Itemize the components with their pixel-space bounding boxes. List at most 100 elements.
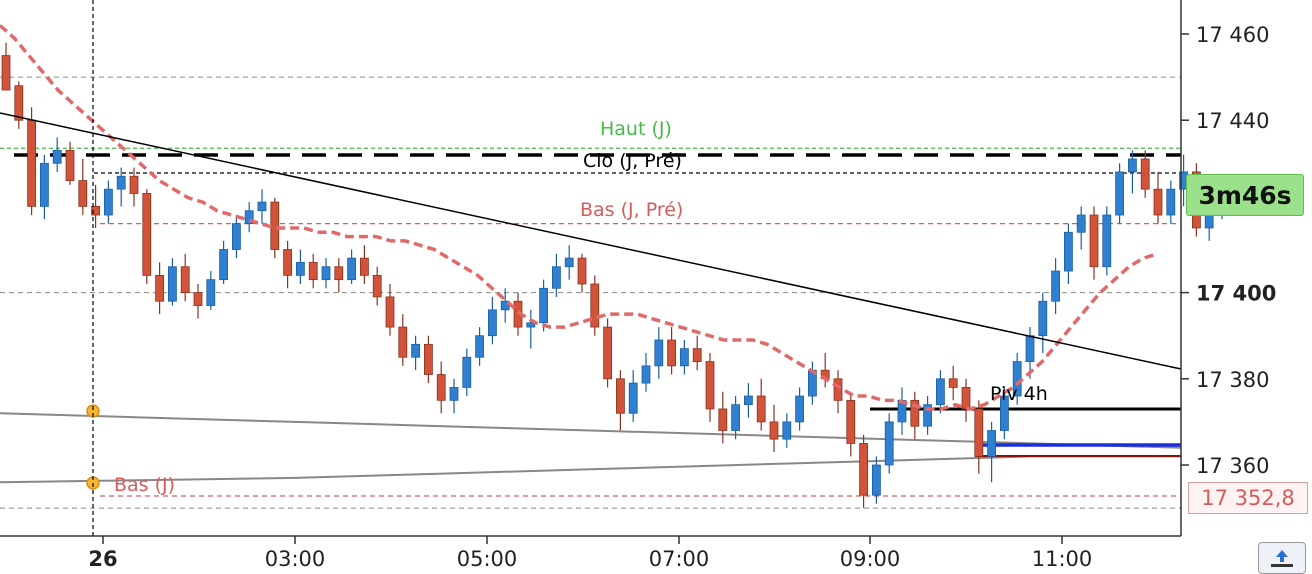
candle-body bbox=[680, 348, 689, 367]
candle-body bbox=[1140, 158, 1150, 190]
candle-body bbox=[756, 395, 766, 423]
candle-body bbox=[244, 210, 254, 225]
current-price-tag: 17 352,8 bbox=[1188, 482, 1308, 514]
candle-body bbox=[295, 262, 305, 276]
candle-body bbox=[14, 85, 24, 121]
candle-body bbox=[27, 119, 37, 207]
time-tick-label: 05:00 bbox=[457, 547, 518, 571]
upper-curve bbox=[0, 412, 1182, 449]
price-tick-label: 17 380 bbox=[1196, 368, 1269, 392]
candle-body bbox=[846, 399, 856, 444]
candle-body bbox=[1115, 171, 1124, 216]
candle-body bbox=[667, 339, 676, 367]
candle-body bbox=[180, 266, 190, 293]
candle-body bbox=[231, 223, 241, 250]
candle-body bbox=[65, 149, 75, 181]
candle-body bbox=[475, 335, 485, 358]
trendline bbox=[0, 112, 1182, 370]
candle-body bbox=[436, 374, 446, 401]
candle-body bbox=[423, 343, 433, 375]
candle-body bbox=[910, 399, 920, 427]
candle-body bbox=[923, 404, 932, 427]
candle-body bbox=[936, 378, 945, 406]
candle-body bbox=[718, 408, 728, 431]
price-axis[interactable]: 17 460 17 440 17 400 17 380 17 360 bbox=[1181, 23, 1276, 478]
price-tick-label: 17 400 bbox=[1196, 282, 1276, 306]
candle-body bbox=[1128, 158, 1137, 173]
candle-body bbox=[308, 262, 318, 281]
candle-body bbox=[577, 257, 587, 285]
candle-body bbox=[1076, 214, 1086, 233]
price-tick-label: 17 460 bbox=[1196, 23, 1269, 47]
candle-body bbox=[833, 378, 843, 401]
level-lines bbox=[0, 147, 1181, 497]
candle-body bbox=[411, 343, 421, 358]
candle-body bbox=[78, 180, 88, 207]
scroll-to-latest-icon bbox=[1271, 550, 1293, 567]
candle-body bbox=[872, 464, 881, 496]
descending-trendline bbox=[0, 112, 1182, 370]
candle-body bbox=[1025, 335, 1035, 362]
level-label-clo: Clo (J, Pré) bbox=[583, 150, 682, 172]
price-tick-label: 17 360 bbox=[1196, 454, 1269, 478]
time-tick-label: 09:00 bbox=[840, 547, 901, 571]
candle-body bbox=[1102, 214, 1112, 268]
candle-body bbox=[654, 339, 664, 367]
level-label-pivot: Piv 4h bbox=[990, 383, 1048, 405]
candle-body bbox=[385, 296, 395, 328]
level-label-bas-pre: Bas (J, Pré) bbox=[580, 199, 683, 221]
current-price-text: 17 352,8 bbox=[1201, 486, 1295, 510]
candle-body bbox=[347, 257, 357, 281]
candle-body bbox=[270, 201, 280, 250]
candle-body bbox=[1089, 214, 1099, 268]
candle-body bbox=[795, 395, 804, 423]
candle-body bbox=[129, 175, 139, 194]
candle-body bbox=[321, 266, 331, 281]
candle-body bbox=[398, 326, 408, 358]
candle-body bbox=[744, 395, 753, 406]
candle-body bbox=[104, 188, 113, 216]
candle-body bbox=[948, 378, 958, 388]
candle-body bbox=[692, 348, 702, 362]
candle-body bbox=[1153, 188, 1163, 216]
candle-body bbox=[628, 382, 638, 414]
candle-body bbox=[1, 55, 11, 91]
candle-body bbox=[167, 266, 177, 302]
moving-average-line bbox=[0, 24, 1159, 411]
candle-body bbox=[961, 387, 971, 410]
candle-body bbox=[603, 326, 612, 380]
candle-body bbox=[539, 287, 548, 324]
candle-body bbox=[974, 408, 984, 457]
candle-body bbox=[40, 162, 49, 207]
time-tick-label: 26 bbox=[88, 547, 117, 571]
time-tick-label: 07:00 bbox=[649, 547, 710, 571]
price-tick-label: 17 440 bbox=[1196, 109, 1269, 133]
candle-body bbox=[283, 249, 293, 276]
candle-body bbox=[769, 421, 779, 440]
candle-body bbox=[641, 365, 651, 384]
grid-lines bbox=[0, 76, 1181, 509]
candle-body bbox=[487, 309, 497, 337]
candle-body bbox=[462, 356, 472, 388]
candle-body bbox=[616, 378, 625, 414]
scroll-to-latest-button[interactable] bbox=[1258, 542, 1306, 574]
time-axis[interactable]: 26 03:00 05:00 07:00 09:00 11:00 bbox=[88, 536, 1092, 571]
candle-body bbox=[1000, 395, 1009, 431]
level-label-bas: Bas (J) bbox=[114, 474, 175, 496]
candle-body bbox=[552, 266, 561, 289]
level-label-haut: Haut (J) bbox=[600, 118, 672, 140]
moving-average bbox=[0, 24, 1159, 411]
candle-body bbox=[731, 404, 740, 431]
candle-body bbox=[1064, 231, 1073, 272]
candle-body bbox=[449, 387, 459, 401]
candle-body bbox=[564, 257, 574, 268]
candle-body bbox=[359, 257, 369, 276]
candle-body bbox=[526, 322, 536, 328]
lower-curve bbox=[0, 455, 1181, 484]
candle-body bbox=[987, 430, 996, 457]
candle-body bbox=[590, 283, 600, 328]
candle-body bbox=[116, 175, 126, 190]
countdown-text: 3m46s bbox=[1198, 180, 1292, 210]
candle-body bbox=[155, 274, 165, 302]
